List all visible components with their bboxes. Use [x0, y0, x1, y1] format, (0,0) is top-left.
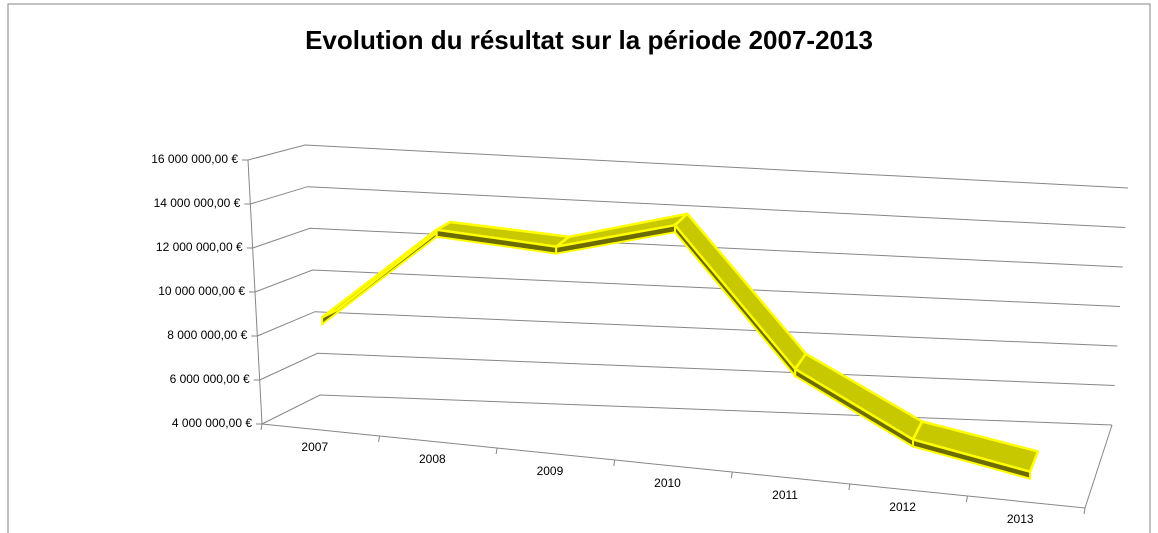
- grid-line: [261, 394, 1113, 426]
- y-tick-label: 16 000 000,00 €: [151, 152, 238, 166]
- x-tick-label: 2010: [654, 476, 681, 490]
- x-tick: [260, 423, 263, 431]
- y-axis: [247, 159, 263, 425]
- y-tick-label: 12 000 000,00 €: [156, 240, 243, 254]
- x-tick-label: 2012: [889, 500, 916, 514]
- x-tick: [965, 495, 968, 503]
- x-tick: [730, 471, 733, 479]
- x-tick: [1083, 507, 1086, 515]
- x-tick-label: 2009: [537, 464, 564, 478]
- grid-line: [254, 269, 1121, 307]
- x-tick-label: 2011: [772, 488, 798, 502]
- ribbon-top: [911, 420, 1040, 473]
- grid-line: [247, 144, 1129, 189]
- x-tick-label: 2013: [1007, 512, 1034, 526]
- grid-line: [257, 311, 1118, 347]
- grid-line: [259, 352, 1115, 386]
- y-tick-label: 4 000 000,00 €: [172, 416, 252, 430]
- x-tick-label: 2007: [301, 440, 328, 454]
- y-tick-label: 14 000 000,00 €: [154, 196, 241, 210]
- grid-line: [252, 227, 1123, 268]
- x-tick: [848, 483, 851, 491]
- y-tick-label: 8 000 000,00 €: [167, 328, 247, 342]
- grid-line: [250, 186, 1126, 228]
- y-tick-label: 6 000 000,00 €: [170, 372, 250, 386]
- x-tick: [378, 435, 381, 443]
- x-tick: [495, 447, 498, 455]
- x-tick-label: 2008: [419, 452, 446, 466]
- y-tick-label: 10 000 000,00 €: [158, 284, 245, 298]
- x-tick: [613, 459, 616, 467]
- chart-title: Evolution du résultat sur la période 200…: [305, 25, 873, 55]
